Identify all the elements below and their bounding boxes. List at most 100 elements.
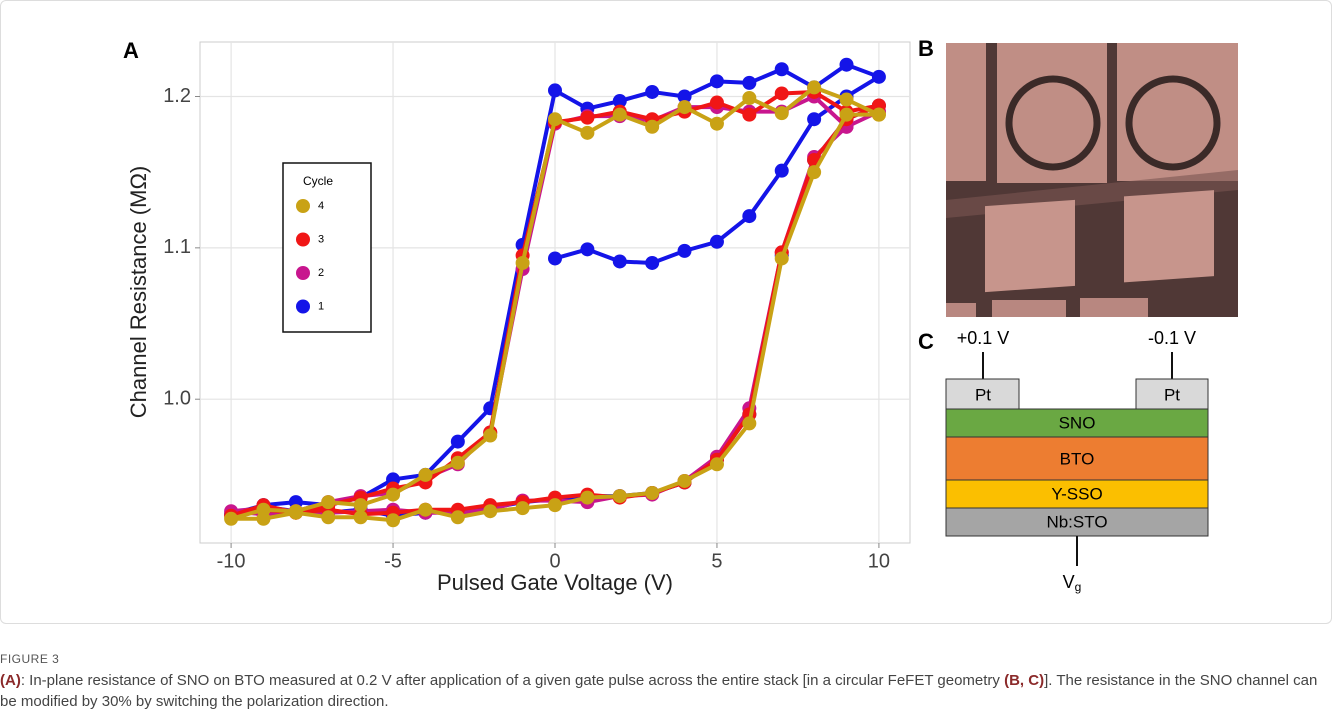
data-point xyxy=(450,510,465,525)
data-point xyxy=(483,504,498,519)
layer-label: BTO xyxy=(1060,449,1095,468)
data-point xyxy=(548,83,562,98)
data-point xyxy=(515,501,530,516)
y-tick-label: 1.2 xyxy=(163,85,191,107)
data-point xyxy=(418,502,433,517)
data-point xyxy=(709,116,724,131)
caption-text: ]. The resistance in the SNO channel can… xyxy=(0,672,1318,710)
data-point xyxy=(450,434,465,449)
gate-subscript: g xyxy=(1075,580,1082,594)
gate-symbol: V xyxy=(1063,572,1075,592)
data-point xyxy=(774,251,789,266)
data-point xyxy=(418,467,433,482)
layer xyxy=(945,507,1209,537)
legend-title: Cycle xyxy=(303,174,333,188)
data-point xyxy=(742,107,757,122)
data-point xyxy=(709,74,724,89)
data-point xyxy=(677,243,692,258)
data-point xyxy=(774,86,789,101)
data-point xyxy=(709,95,724,110)
data-point xyxy=(645,486,660,501)
data-point xyxy=(321,495,336,510)
data-point xyxy=(612,489,627,504)
electrode xyxy=(1135,378,1209,410)
data-point xyxy=(548,498,562,513)
data-point xyxy=(709,234,724,249)
data-point xyxy=(612,94,627,109)
legend-label: 1 xyxy=(318,300,324,312)
y-axis-label: Channel Resistance (MΩ) xyxy=(126,166,151,418)
micrograph xyxy=(946,43,1238,317)
data-point xyxy=(677,473,692,488)
data-point xyxy=(774,62,789,77)
voltage-label: -0.1 V xyxy=(1148,328,1196,348)
legend-swatch xyxy=(296,299,310,314)
layer xyxy=(945,479,1209,509)
data-point xyxy=(677,89,692,104)
legend-label: 4 xyxy=(318,200,324,212)
caption: (A): In-plane resistance of SNO on BTO m… xyxy=(0,670,1330,712)
x-tick-label: -10 xyxy=(217,550,246,572)
data-point xyxy=(839,107,854,122)
data-point xyxy=(548,251,562,266)
layer xyxy=(945,436,1209,481)
data-point xyxy=(742,91,757,106)
y-tick-label: 1.0 xyxy=(163,387,191,409)
data-point xyxy=(612,107,627,122)
data-point xyxy=(548,112,562,127)
data-point xyxy=(386,513,401,528)
electrode-label: Pt xyxy=(1164,385,1180,404)
data-point xyxy=(645,84,660,99)
data-point xyxy=(645,255,660,270)
legend-swatch xyxy=(296,266,310,280)
x-tick-label: -5 xyxy=(384,550,402,572)
panel-ref: (B, C) xyxy=(1004,672,1045,689)
data-point xyxy=(353,498,368,513)
x-tick-label: 10 xyxy=(868,550,890,572)
data-point xyxy=(807,112,822,127)
data-point xyxy=(742,75,757,90)
electrode-label: Pt xyxy=(975,385,991,404)
data-point xyxy=(580,110,595,125)
data-point xyxy=(256,511,271,526)
data-point xyxy=(645,119,660,134)
data-point xyxy=(774,106,789,121)
data-point xyxy=(807,80,822,95)
y-tick-label: 1.1 xyxy=(163,236,191,258)
voltage-label: +0.1 V xyxy=(957,328,1010,348)
data-point xyxy=(450,455,465,470)
data-point xyxy=(353,510,368,525)
x-tick-label: 0 xyxy=(549,550,560,572)
legend-label: 2 xyxy=(318,267,324,279)
data-point xyxy=(580,125,595,140)
panel-label: B xyxy=(918,36,934,61)
panel-label: A xyxy=(123,38,139,63)
layer-label: SNO xyxy=(1059,413,1096,432)
x-tick-label: 5 xyxy=(711,550,722,572)
x-axis-label: Pulsed Gate Voltage (V) xyxy=(437,570,673,595)
caption-text: : In-plane resistance of SNO on BTO meas… xyxy=(20,672,1005,689)
data-point xyxy=(483,428,498,443)
legend-swatch xyxy=(296,232,310,247)
data-point xyxy=(386,487,401,502)
data-point xyxy=(871,69,886,84)
data-point xyxy=(871,107,886,122)
data-point xyxy=(224,511,239,526)
data-point xyxy=(580,242,595,257)
legend-label: 3 xyxy=(318,233,324,245)
electrode xyxy=(945,378,1020,410)
layer xyxy=(945,408,1209,438)
data-point xyxy=(839,92,854,107)
data-point xyxy=(580,490,595,505)
data-point xyxy=(321,510,336,525)
data-point xyxy=(742,209,757,224)
figure-label: FIGURE 3 xyxy=(0,652,60,666)
layer-label: Nb:STO xyxy=(1046,512,1107,531)
data-point xyxy=(288,505,303,520)
data-point xyxy=(839,57,854,72)
panel-ref: (A) xyxy=(0,672,21,689)
panel-label: C xyxy=(918,329,934,354)
data-point xyxy=(515,255,530,270)
data-point xyxy=(807,165,822,180)
layer-label: Y-SSO xyxy=(1051,484,1102,503)
